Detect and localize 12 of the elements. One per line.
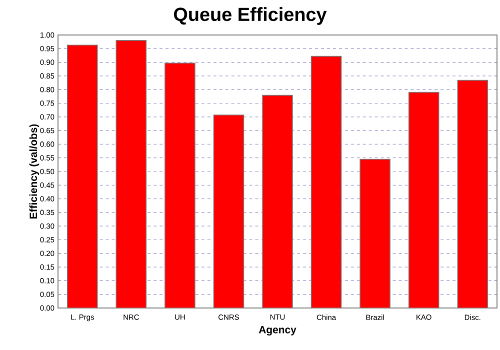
bar — [164, 62, 196, 308]
bar — [457, 80, 488, 308]
x-axis-title: Agency — [258, 326, 296, 336]
bar — [310, 56, 342, 308]
bar — [360, 158, 390, 308]
bar — [408, 92, 440, 308]
chart-title: Queue Efficiency — [174, 7, 327, 25]
bar — [213, 114, 244, 308]
bar — [116, 40, 147, 308]
bar — [262, 94, 293, 308]
bar — [67, 45, 98, 308]
y-axis-title: Efficiency (val/obs) — [29, 124, 40, 218]
